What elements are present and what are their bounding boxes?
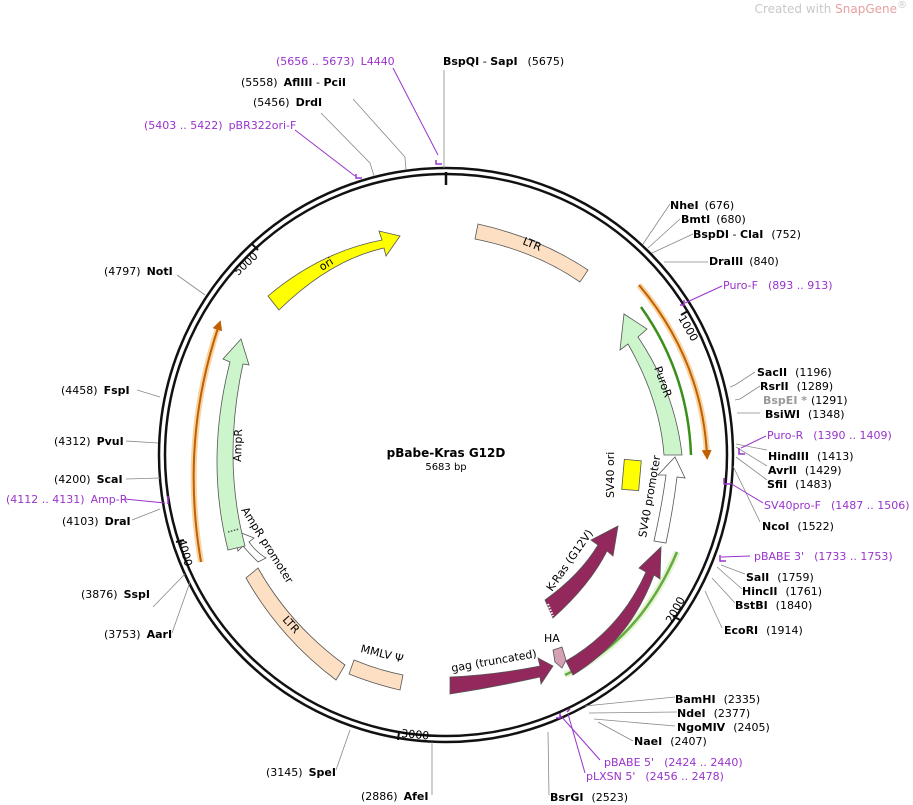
feature-sv40-ori[interactable] bbox=[621, 458, 642, 492]
site-bsrgi[interactable]: BsrGI (2523) bbox=[550, 791, 628, 804]
primer-pbabe-5[interactable]: pBABE 5' (2424 .. 2440) bbox=[604, 756, 743, 769]
site-bstbi[interactable]: BstBI (1840) bbox=[735, 599, 812, 612]
feature-ltr-top[interactable] bbox=[474, 223, 589, 283]
site-bamhi[interactable]: BamHI (2335) bbox=[675, 693, 760, 706]
site-sali[interactable]: SalI (1759) bbox=[746, 571, 814, 584]
site-bspdi-clai[interactable]: BspDI - ClaI (752) bbox=[693, 228, 801, 241]
feature-sv40-ori-label: SV40 ori bbox=[604, 452, 617, 498]
site-draiii[interactable]: DraIII (840) bbox=[709, 255, 779, 268]
site-ndei[interactable]: NdeI (2377) bbox=[677, 707, 750, 720]
site-afei[interactable]: (2886) AfeI bbox=[361, 790, 428, 803]
primer-sv40pro-f[interactable]: SV40pro-F (1487 .. 1506) bbox=[764, 499, 910, 512]
puro-green-overlay bbox=[639, 306, 693, 456]
feature-mmlv-psi[interactable] bbox=[348, 659, 404, 691]
site-aari[interactable]: (3753) AarI bbox=[104, 628, 172, 641]
site-sacii[interactable]: SacII (1196) bbox=[757, 366, 832, 379]
tick-label-5000: 5000 bbox=[231, 250, 260, 279]
primer-pbr322ori-f[interactable]: (5403 .. 5422) pBR322ori-F bbox=[144, 119, 296, 132]
site-drdi[interactable]: (5456) DrdI bbox=[253, 96, 322, 109]
site-hindiii[interactable]: HindIII (1413) bbox=[768, 450, 854, 463]
site-drai[interactable]: (4103) DraI bbox=[62, 515, 131, 528]
primer-pbabe-3[interactable]: pBABE 3' (1733 .. 1753) bbox=[754, 550, 893, 563]
feature-kras[interactable] bbox=[565, 546, 662, 676]
site-noti[interactable]: (4797) NotI bbox=[104, 265, 173, 278]
tick-label-2000: 2000 bbox=[663, 595, 688, 626]
feature-ltr-bottom[interactable] bbox=[245, 567, 346, 681]
feature-ori-label: ori bbox=[317, 255, 336, 274]
plasmid-title: pBabe-Kras G12D bbox=[387, 446, 506, 460]
site-bsiwi[interactable]: BsiWI (1348) bbox=[765, 408, 845, 421]
tick-label-3000: 3000 bbox=[401, 727, 430, 742]
primer-labels: (5656 .. 5673) L4440 (5403 .. 5422) pBR322… bbox=[6, 55, 910, 783]
site-bspei[interactable]: BspEI * (1291) bbox=[763, 394, 848, 407]
primer-l4440[interactable]: (5656 .. 5673) L4440 bbox=[276, 55, 395, 68]
feature-ori[interactable] bbox=[267, 230, 401, 311]
site-sfii[interactable]: SfiI (1483) bbox=[767, 478, 832, 491]
site-fspi[interactable]: (4458) FspI bbox=[61, 384, 130, 397]
site-avrii[interactable]: AvrII (1429) bbox=[768, 464, 841, 477]
site-scai[interactable]: (4200) ScaI bbox=[54, 473, 123, 486]
site-rsrii[interactable]: RsrII (1289) bbox=[760, 380, 833, 393]
feature-ampr-label: AmpR bbox=[231, 428, 245, 462]
snapgene-watermark: Created with SnapGene® bbox=[754, 0, 907, 16]
feature-ha-label: HA bbox=[544, 632, 560, 645]
feature-gag[interactable] bbox=[449, 657, 554, 695]
primer-leaders bbox=[124, 67, 767, 774]
site-nhei[interactable]: NheI (676) bbox=[670, 199, 734, 212]
site-bspqi-sapi[interactable]: BspQI - SapI (5675) bbox=[443, 55, 564, 68]
site-ngomiv[interactable]: NgoMIV (2405) bbox=[677, 721, 770, 734]
feature-ha[interactable] bbox=[552, 646, 567, 669]
primer-puro-f[interactable]: Puro-F (893 .. 913) bbox=[723, 279, 833, 292]
ampr-orange-overlay bbox=[190, 324, 222, 563]
primer-puro-r[interactable]: Puro-R (1390 .. 1409) bbox=[767, 429, 892, 442]
primer-plxsn-5[interactable]: pLXSN 5' (2456 .. 2478) bbox=[586, 770, 724, 783]
site-spei[interactable]: (3145) SpeI bbox=[266, 766, 336, 779]
site-ncoi[interactable]: NcoI (1522) bbox=[762, 520, 834, 533]
tick-label-4000: 4000 bbox=[175, 537, 195, 567]
site-bmti[interactable]: BmtI (680) bbox=[681, 213, 746, 226]
feature-mmlv-psi-label: MMLV Ψ bbox=[359, 642, 405, 665]
site-labels: BspQI - SapI (5675) (5558) AflIII - PciI (… bbox=[54, 55, 854, 804]
site-pvui[interactable]: (4312) PvuI bbox=[54, 435, 124, 448]
feature-puror[interactable] bbox=[619, 313, 683, 456]
site-hincii[interactable]: HincII (1761) bbox=[742, 585, 822, 598]
feature-kras-g12v[interactable] bbox=[544, 525, 619, 619]
leader-lines bbox=[125, 70, 768, 796]
site-naei[interactable]: NaeI (2407) bbox=[634, 735, 707, 748]
site-sspi[interactable]: (3876) SspI bbox=[81, 588, 150, 601]
feature-sv40-promoter[interactable] bbox=[653, 456, 686, 544]
primer-amp-r[interactable]: (4112 .. 4131) Amp-R bbox=[6, 493, 128, 506]
feature-ampr[interactable] bbox=[216, 338, 250, 551]
plasmid-size: 5683 bp bbox=[425, 462, 466, 473]
backbone-outer bbox=[157, 166, 735, 744]
site-ecori[interactable]: EcoRI (1914) bbox=[724, 624, 803, 637]
site-aflIII-pcii[interactable]: (5558) AflIII - PciI bbox=[241, 76, 346, 89]
